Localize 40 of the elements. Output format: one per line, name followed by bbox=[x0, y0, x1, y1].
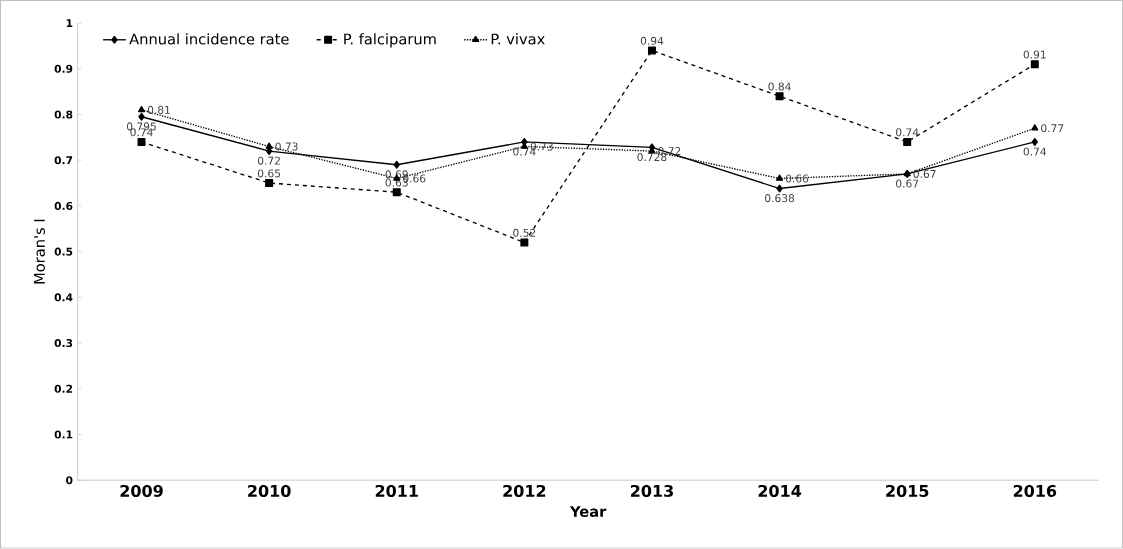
data-label: 0.84 bbox=[768, 82, 791, 91]
x-tick-label: 2015 bbox=[886, 485, 929, 498]
data-label: 0.728 bbox=[637, 153, 667, 162]
y-tick-label: 0.8 bbox=[54, 110, 73, 119]
y-tick-label: 0.2 bbox=[54, 384, 73, 394]
data-label: 0.67 bbox=[896, 179, 919, 188]
data-label: 0.81 bbox=[147, 106, 170, 115]
data-label: 0.52 bbox=[513, 229, 536, 238]
data-label: 0.74 bbox=[1023, 147, 1047, 156]
y-tick-label: 0.5 bbox=[54, 247, 73, 256]
x-tick-label: 2012 bbox=[503, 485, 546, 498]
data-label: 0.73 bbox=[275, 142, 298, 151]
y-tick-label: 0.6 bbox=[54, 202, 73, 211]
x-tick-label: 2016 bbox=[1013, 485, 1057, 498]
x-tick-label: 2013 bbox=[630, 485, 673, 498]
x-tick-label: 2010 bbox=[248, 485, 291, 498]
y-tick-label: 0.4 bbox=[54, 293, 73, 302]
legend-label: Annual incidence rate bbox=[129, 33, 289, 45]
legend-label: P. falciparum bbox=[344, 33, 436, 48]
y-tick-label: 0 bbox=[66, 476, 73, 485]
y-tick-label: 0.9 bbox=[54, 64, 73, 74]
legend-label: P. vivax bbox=[491, 33, 545, 45]
x-axis-title: Year bbox=[569, 506, 607, 518]
data-label: 0.74 bbox=[896, 128, 919, 137]
data-label: 0.638 bbox=[765, 194, 795, 203]
y-tick-label: 1 bbox=[66, 19, 73, 28]
data-label: 0.65 bbox=[257, 169, 281, 178]
x-tick-label: 2014 bbox=[758, 485, 802, 498]
y-tick-label: 0.3 bbox=[54, 339, 73, 348]
x-tick-label: 2011 bbox=[375, 485, 418, 498]
data-label: 0.72 bbox=[257, 156, 280, 165]
data-label: 0.94 bbox=[640, 37, 664, 46]
data-label: 0.67 bbox=[913, 170, 936, 179]
y-tick-label: 0.1 bbox=[54, 430, 73, 439]
data-label: 0.66 bbox=[785, 174, 809, 183]
y-tick-label: 0.7 bbox=[54, 156, 73, 165]
y-axis-title: Moran's I bbox=[34, 219, 45, 284]
data-label: 0.77 bbox=[1041, 124, 1064, 133]
x-tick-label: 2009 bbox=[120, 485, 163, 498]
data-label: 0.91 bbox=[1023, 50, 1046, 59]
